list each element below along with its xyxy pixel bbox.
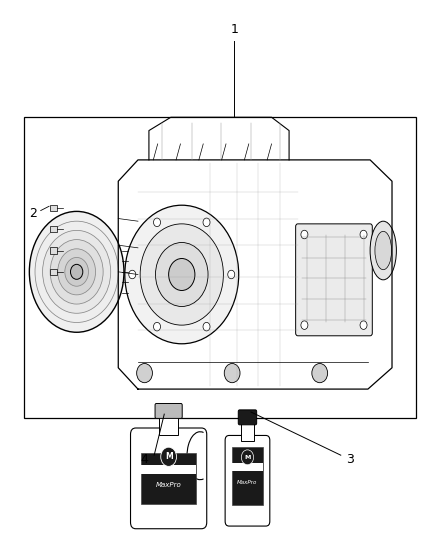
Bar <box>232 447 263 505</box>
Bar <box>50 226 57 232</box>
Circle shape <box>129 270 136 279</box>
Circle shape <box>161 447 177 466</box>
Bar <box>50 269 57 275</box>
Text: MaxPro: MaxPro <box>237 480 258 486</box>
Circle shape <box>65 257 88 286</box>
FancyBboxPatch shape <box>225 435 270 526</box>
Text: MaxPro: MaxPro <box>156 482 181 488</box>
Bar <box>50 205 57 211</box>
Circle shape <box>301 230 308 239</box>
Bar <box>232 463 263 471</box>
Bar <box>24 117 416 418</box>
Circle shape <box>224 364 240 383</box>
Circle shape <box>155 243 208 306</box>
Circle shape <box>42 230 111 313</box>
Circle shape <box>58 249 95 295</box>
FancyBboxPatch shape <box>296 224 372 336</box>
Circle shape <box>169 259 195 290</box>
FancyBboxPatch shape <box>155 403 182 418</box>
Bar <box>50 247 57 254</box>
Text: M: M <box>165 453 173 461</box>
Circle shape <box>203 322 210 331</box>
Circle shape <box>50 240 103 304</box>
Bar <box>141 465 196 474</box>
Circle shape <box>360 321 367 329</box>
Ellipse shape <box>375 231 392 270</box>
Circle shape <box>360 230 367 239</box>
FancyBboxPatch shape <box>131 428 207 529</box>
Circle shape <box>312 364 328 383</box>
Circle shape <box>125 205 239 344</box>
Circle shape <box>228 270 235 279</box>
Text: 1: 1 <box>230 23 238 36</box>
Circle shape <box>203 218 210 227</box>
Circle shape <box>153 218 160 227</box>
Text: M: M <box>244 455 251 460</box>
Ellipse shape <box>29 212 124 332</box>
Bar <box>159 415 178 435</box>
Circle shape <box>153 322 160 331</box>
FancyBboxPatch shape <box>238 410 257 425</box>
Bar <box>141 453 196 504</box>
Ellipse shape <box>370 221 396 280</box>
Circle shape <box>71 264 83 279</box>
Circle shape <box>140 224 223 325</box>
Text: 4: 4 <box>141 453 148 466</box>
Text: 3: 3 <box>346 453 354 466</box>
Text: 2: 2 <box>29 207 37 220</box>
Bar <box>241 421 254 441</box>
Circle shape <box>301 321 308 329</box>
Circle shape <box>241 450 254 465</box>
Circle shape <box>137 364 152 383</box>
Circle shape <box>35 221 118 322</box>
